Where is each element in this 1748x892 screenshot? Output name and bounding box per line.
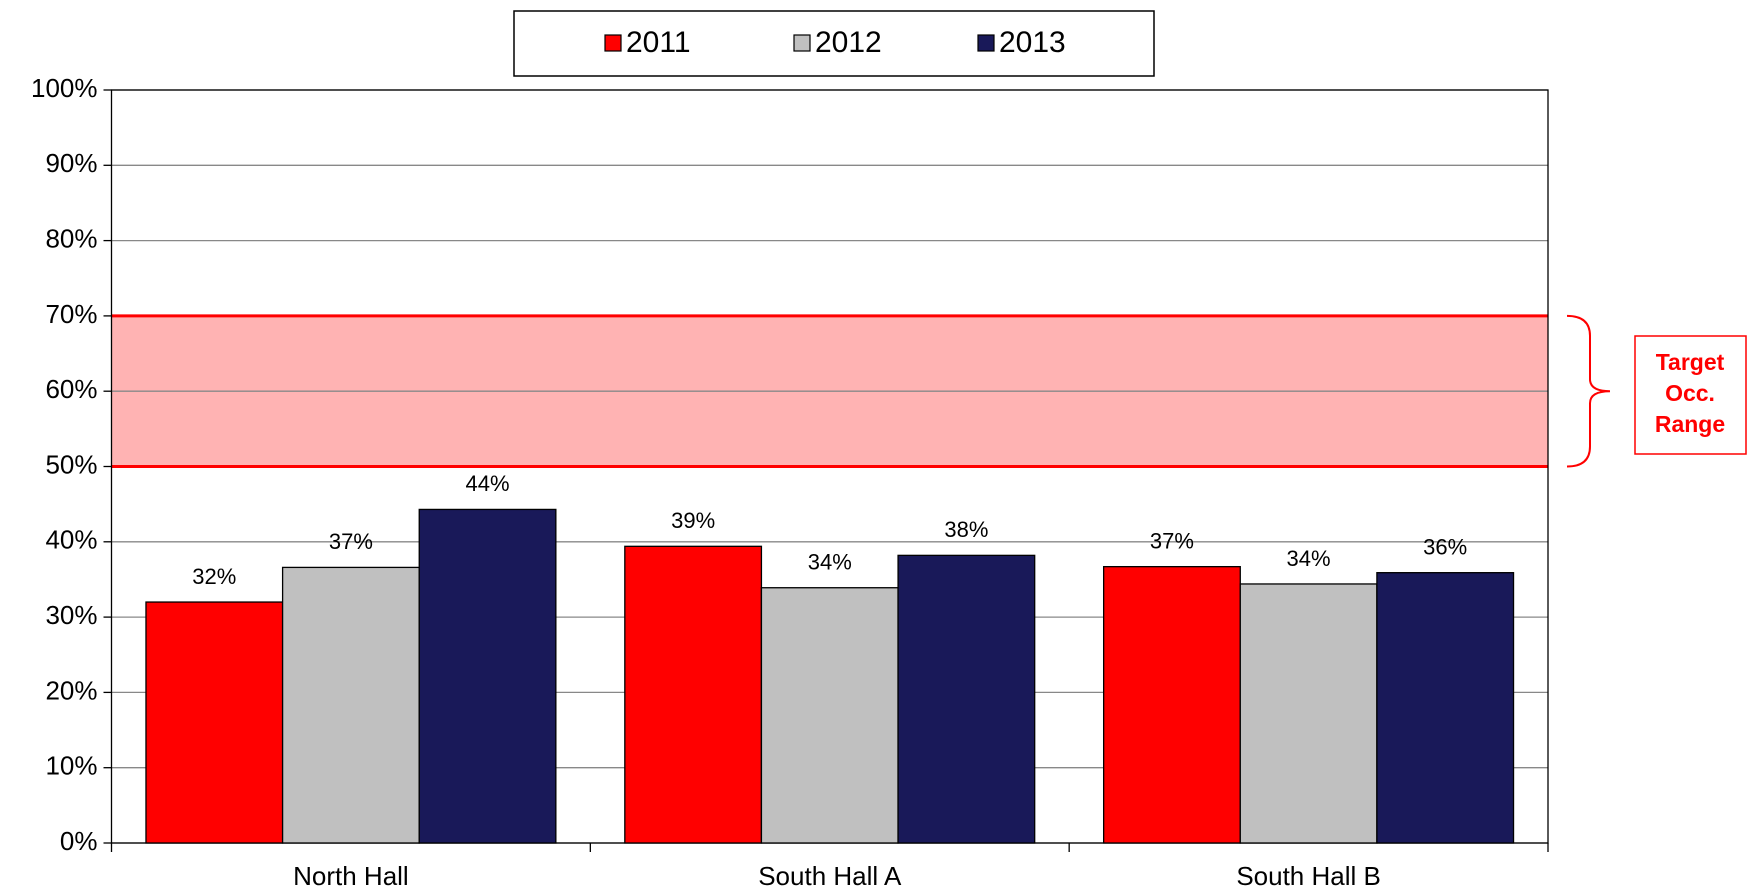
bar [418, 508, 557, 844]
y-tick-label: 20% [45, 675, 97, 705]
bar [624, 545, 763, 844]
y-tick-label: 70% [45, 299, 97, 329]
value-label: 34% [1287, 546, 1331, 571]
bar [281, 566, 420, 844]
y-tick-label: 40% [45, 525, 97, 555]
annotation: Target [1656, 349, 1725, 375]
legend-label: 2013 [999, 26, 1066, 59]
legend-swatch [604, 34, 622, 52]
y-tick-label: 100% [31, 73, 98, 103]
y-tick-label: 50% [45, 449, 97, 479]
x-tick-label: South Hall A [758, 861, 902, 891]
y-tick-label: 90% [45, 148, 97, 178]
bar [897, 554, 1036, 844]
value-label: 39% [671, 508, 715, 533]
legend-swatch [977, 34, 995, 52]
bar [145, 601, 284, 844]
legend-label: 2012 [815, 26, 882, 59]
value-label: 34% [808, 550, 852, 575]
y-tick-label: 30% [45, 600, 97, 630]
annotation: Occ. [1665, 380, 1715, 406]
y-tick-label: 60% [45, 374, 97, 404]
bar [1239, 583, 1378, 844]
y-tick-label: 0% [60, 826, 98, 856]
legend-label: 2011 [626, 26, 691, 59]
y-tick-label: 80% [45, 223, 97, 253]
value-label: 37% [329, 529, 373, 554]
y-tick-label: 10% [45, 751, 97, 781]
annotation: Range [1655, 411, 1725, 437]
value-label: 37% [1150, 528, 1194, 553]
bar [760, 587, 899, 844]
annotation-box [1634, 335, 1747, 455]
value-label: 38% [944, 517, 988, 542]
legend-box [513, 10, 1155, 77]
bar [1102, 565, 1241, 844]
value-label: 44% [466, 471, 510, 496]
x-tick-label: North Hall [293, 861, 409, 891]
legend-swatch [793, 34, 811, 52]
bar [1376, 572, 1515, 844]
value-label: 36% [1423, 534, 1467, 559]
x-tick-label: South Hall B [1236, 861, 1381, 891]
value-label: 32% [192, 564, 236, 589]
brace [1566, 314, 1611, 468]
